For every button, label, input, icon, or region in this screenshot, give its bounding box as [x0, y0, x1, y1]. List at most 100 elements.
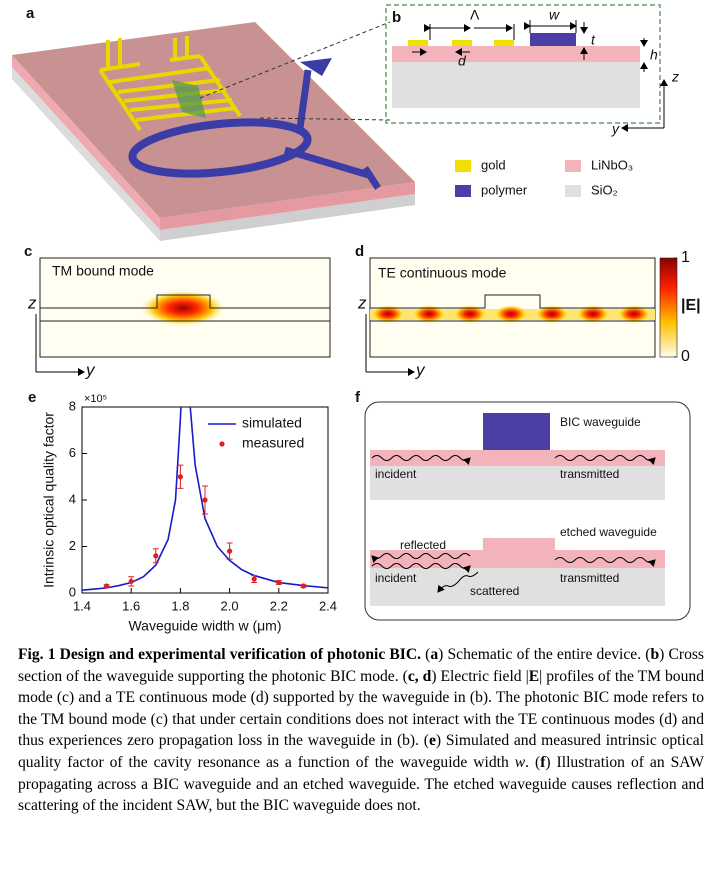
panel-label: a [26, 5, 35, 22]
field-spot [453, 305, 487, 323]
gap-label: d [458, 53, 467, 69]
caption-segment: ) Electric field | [431, 667, 529, 685]
colorbar-tick-label: 1 [681, 249, 690, 266]
measured-point [128, 578, 134, 584]
caption-segment: ) Cross section of the waveguide support… [18, 646, 704, 685]
field-spot [617, 305, 651, 323]
colorbar-label: |E| [681, 297, 701, 314]
saw-wave [371, 553, 471, 564]
x-tick-label: 2.4 [319, 598, 337, 613]
reflected-label: reflected [400, 538, 446, 552]
measured-point [276, 579, 282, 586]
legend-label: polymer [481, 182, 528, 197]
transmitted-label: transmitted [560, 571, 619, 585]
legend-swatch [565, 160, 581, 172]
x-tick-label: 2.2 [270, 598, 288, 613]
y-tick-label: 0 [69, 584, 76, 599]
device-schematic [12, 21, 415, 241]
saw-wave [437, 571, 479, 593]
legend-label: LiNbO₃ [591, 157, 633, 172]
measured-point [251, 576, 257, 582]
caption-segment: e [429, 732, 436, 750]
legend-label: SiO₂ [591, 182, 618, 197]
x-tick-label: 2.0 [221, 598, 239, 613]
legend-label: simulated [242, 415, 302, 431]
waveguide-label: BIC waveguide [560, 415, 641, 429]
colorbar-tick-label: 0 [681, 348, 690, 365]
caption-segment: . ( [525, 753, 541, 771]
caption-segment: f [540, 753, 546, 771]
period-label: Λ [470, 7, 480, 23]
y-axis-label: Intrinsic optical quality factor [41, 412, 57, 588]
transmitted-label: transmitted [560, 467, 619, 481]
measured-point [227, 548, 233, 554]
measured-point [104, 583, 110, 589]
mode-title: TE continuous mode [378, 265, 507, 281]
caption: Fig. 1 Design and experimental verificat… [18, 644, 704, 817]
te-mode: TE continuous mode z y |E| [357, 257, 701, 379]
caption-segment: w [514, 753, 526, 771]
field-spot [494, 305, 528, 323]
simulated-line [82, 407, 328, 592]
legend-swatch [455, 160, 471, 172]
scattered-label: scattered [470, 584, 519, 598]
field-spot [412, 305, 446, 323]
caption-segment: c, d [407, 667, 432, 685]
measured-point [153, 553, 159, 559]
z-label: z [357, 293, 367, 312]
panel-label: f [355, 389, 361, 406]
z-label: z [671, 69, 679, 85]
z-label: z [27, 293, 37, 312]
caption-segment: a [430, 646, 439, 663]
panel-label: c [24, 243, 32, 260]
y-tick-label: 4 [69, 491, 76, 506]
x-axis-label: Waveguide width w (μm) [128, 618, 281, 634]
panel-label: b [392, 9, 401, 26]
cross-section: Λ w t d h z y [385, 4, 679, 137]
field-spot [371, 305, 405, 323]
measured-point [202, 497, 208, 503]
figure-panels: Λ w t d h z y TM bound mode z y TE conti… [12, 4, 701, 634]
y-tick-label: 8 [69, 398, 76, 413]
measured-point [300, 583, 306, 589]
saw-wave [554, 557, 656, 568]
panel-label: e [28, 389, 36, 406]
tm-mode: TM bound mode z y [27, 257, 331, 379]
incident-label: incident [375, 467, 417, 481]
panel-label: d [355, 243, 364, 260]
waveguide-label: etched waveguide [560, 525, 657, 539]
y-label: y [611, 121, 620, 137]
caption-segment: | profiles of the TM bound mode (c) and … [18, 667, 704, 750]
field-spot [576, 305, 610, 323]
legend-label: gold [481, 157, 506, 172]
y-tick-label: 6 [69, 445, 76, 460]
y-tick-label: 2 [69, 538, 76, 553]
width-label: w [549, 7, 560, 23]
caption-segment: ) Illustration of an SAW propagating acr… [18, 753, 704, 815]
height-label: h [650, 47, 658, 63]
y-label: y [415, 360, 426, 379]
caption-segment: b [650, 646, 660, 663]
saw-wave [554, 455, 656, 466]
saw-illustration: BIC waveguide incident transmitted etche… [364, 401, 691, 621]
legend-swatch [455, 185, 471, 197]
x-tick-label: 1.4 [73, 598, 91, 613]
y-label: y [85, 360, 96, 379]
saw-wave [371, 455, 471, 466]
y-multiplier: ×10⁵ [84, 393, 107, 405]
caption-segment: ) Simulated and measured intrinsic optic… [18, 732, 704, 771]
mode-title: TM bound mode [52, 263, 154, 279]
field-spot [535, 305, 569, 323]
x-tick-label: 1.8 [171, 598, 189, 613]
caption-segment: E [528, 667, 540, 685]
incident-label: incident [375, 571, 417, 585]
measured-point [177, 474, 183, 480]
x-tick-label: 1.6 [122, 598, 140, 613]
caption-segment: ) Schematic of the entire device. ( [438, 646, 651, 663]
caption-segment: Fig. 1 Design and experimental verificat… [18, 646, 422, 663]
caption-segment: ( [421, 646, 431, 663]
saw-wave [371, 563, 471, 574]
legend-marker [219, 441, 225, 447]
thickness-label: t [591, 32, 596, 48]
